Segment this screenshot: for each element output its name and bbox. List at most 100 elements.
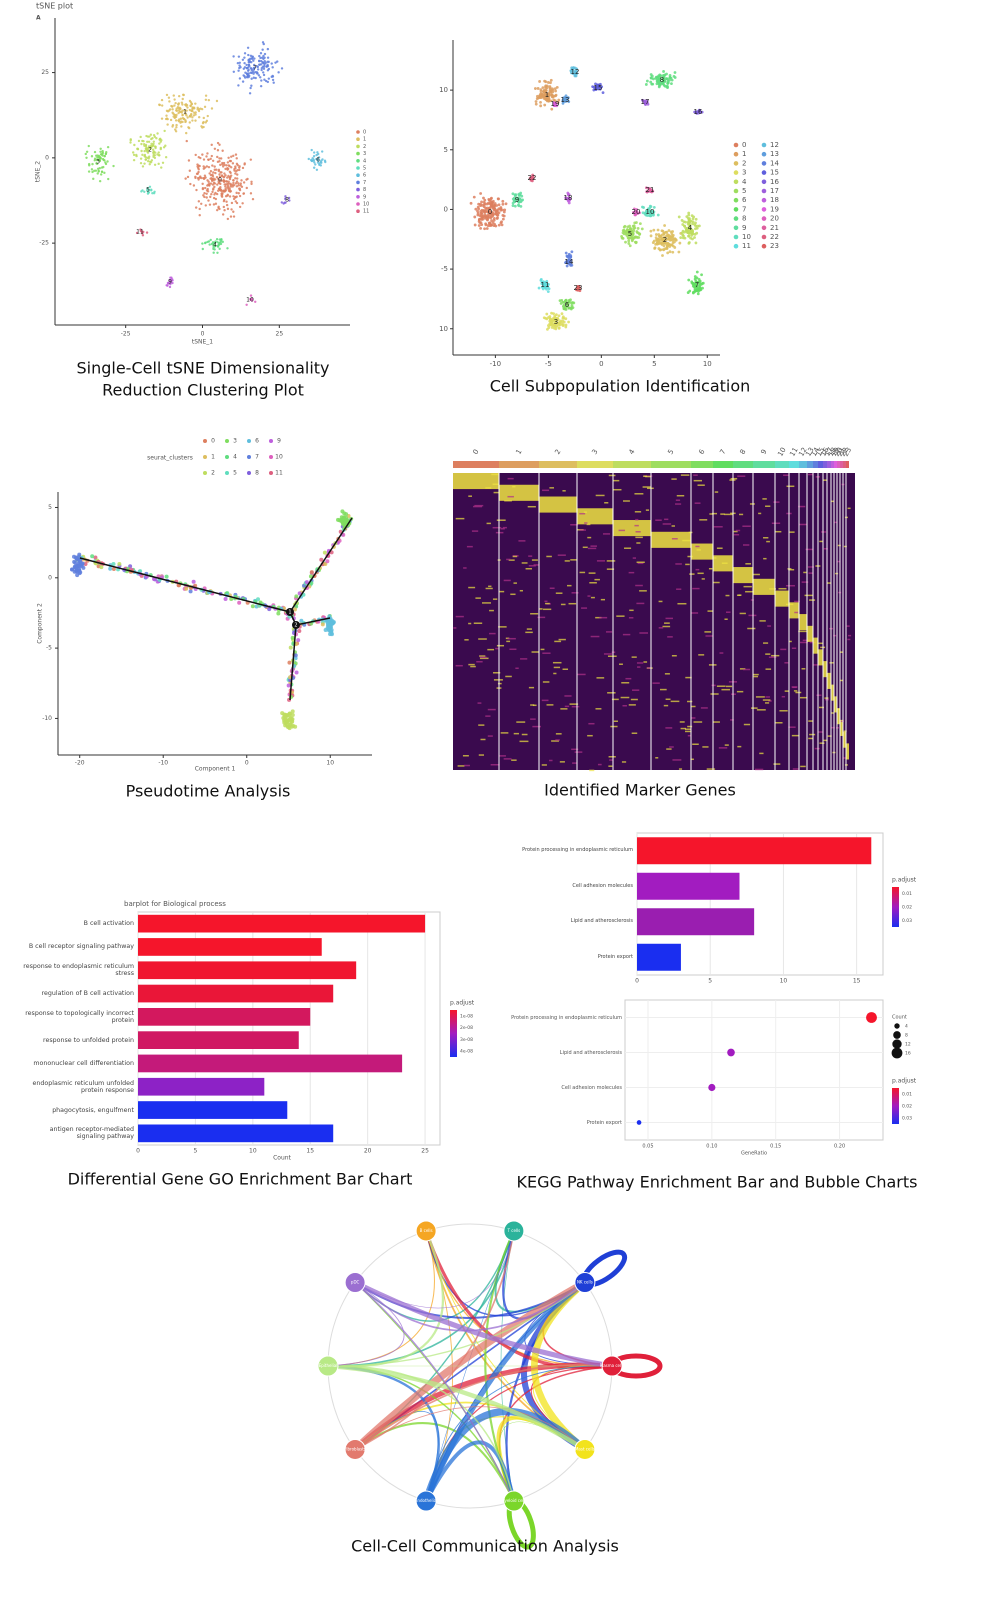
label: 25 xyxy=(421,1148,429,1155)
cell-dot xyxy=(232,162,234,164)
expression-speck xyxy=(565,706,569,708)
cell-dot xyxy=(151,137,153,139)
expression-speck xyxy=(713,557,716,559)
legend-key xyxy=(356,188,360,192)
category-label: mononuclear cell differentiation xyxy=(22,1052,134,1075)
label: 6 xyxy=(316,157,320,164)
cell-dot xyxy=(663,232,666,235)
cluster-bar xyxy=(713,461,733,468)
size-key xyxy=(892,1039,901,1048)
expression-speck xyxy=(665,673,670,675)
cell-dot xyxy=(498,224,501,227)
cell-dot xyxy=(203,196,205,198)
expression-speck xyxy=(599,617,607,619)
cell-dot xyxy=(651,83,654,86)
expression-speck xyxy=(496,532,504,534)
cell-dot xyxy=(267,48,269,50)
cell-dot xyxy=(514,205,517,208)
cell-dot xyxy=(482,210,485,213)
cell-dot xyxy=(267,81,269,83)
cell-dot xyxy=(133,154,135,156)
cell-dot xyxy=(112,165,114,167)
label: 21 xyxy=(770,224,779,232)
caption: Cell-Cell Communication Analysis xyxy=(351,1537,619,1556)
cell-dot xyxy=(496,216,499,219)
label: 6 xyxy=(363,173,366,179)
label: 5 xyxy=(233,470,237,477)
cell-dot xyxy=(190,114,192,116)
expression-speck xyxy=(697,484,704,486)
expression-speck xyxy=(458,765,465,767)
expression-speck xyxy=(542,700,549,702)
cell-dot xyxy=(202,122,204,124)
label: 0 xyxy=(201,331,205,338)
label: 6 xyxy=(697,448,706,456)
expression-speck xyxy=(773,763,780,765)
label-box: Protein processing in endoplasmic reticu… xyxy=(513,833,633,869)
cell-dot xyxy=(138,140,140,142)
expression-speck xyxy=(836,727,839,729)
cell-dot xyxy=(243,56,245,58)
expression-speck xyxy=(511,759,516,761)
expression-speck xyxy=(809,599,815,601)
cell-dot xyxy=(104,161,106,163)
cluster-bar xyxy=(453,461,499,468)
cell-dot xyxy=(100,153,102,155)
expression-speck xyxy=(575,751,583,753)
cell-dot xyxy=(198,116,200,118)
bar xyxy=(637,944,681,971)
label: T cells xyxy=(507,1228,521,1233)
cell-dot xyxy=(256,72,258,74)
cell-dot xyxy=(198,110,200,112)
cell-dot xyxy=(175,119,177,121)
label: 2e-08 xyxy=(460,1025,473,1031)
label-box: response to unfolded protein xyxy=(22,1029,134,1052)
expression-speck xyxy=(652,682,659,684)
expression-speck xyxy=(681,474,689,476)
label: -25 xyxy=(39,240,49,247)
cell-dot xyxy=(216,252,218,254)
cell-dot xyxy=(235,153,237,155)
cell-dot xyxy=(194,119,196,121)
expression-speck xyxy=(553,662,562,664)
cell-dot xyxy=(262,41,264,43)
cell-dot xyxy=(259,76,261,78)
expression-speck xyxy=(753,674,759,676)
cell-dot xyxy=(657,247,660,250)
expression-speck xyxy=(635,519,638,521)
label: 7 xyxy=(363,180,366,186)
cell-dot xyxy=(561,312,564,315)
expression-speck xyxy=(594,579,600,581)
label: 2 xyxy=(663,236,667,244)
cell-dot xyxy=(670,82,673,85)
cell-dot xyxy=(223,200,225,202)
cell-dot xyxy=(215,169,217,171)
expression-speck xyxy=(544,601,547,603)
expression-speck xyxy=(501,528,505,530)
cell-dot xyxy=(220,195,222,197)
cell-dot xyxy=(632,227,635,230)
cell-dot xyxy=(247,47,249,49)
cluster-bar xyxy=(846,461,849,468)
cell-dot xyxy=(229,172,231,174)
cell-dot xyxy=(687,212,690,215)
expression-speck xyxy=(506,641,510,643)
cell-dot xyxy=(502,218,505,221)
cell-dot xyxy=(633,224,636,227)
cell-dot xyxy=(204,187,206,189)
expression-speck xyxy=(522,562,528,564)
label-box: Cell adhesion molecules xyxy=(513,869,633,905)
cell-dot xyxy=(79,561,83,565)
expression-speck xyxy=(514,733,519,735)
legend-key xyxy=(734,198,739,203)
cell-dot xyxy=(93,170,95,172)
cell-dot xyxy=(473,196,476,199)
cell-dot xyxy=(85,153,87,155)
label: 8 xyxy=(660,76,664,84)
cell-dot xyxy=(666,85,669,88)
expression-block xyxy=(799,614,807,630)
expression-speck xyxy=(623,705,627,707)
cell-dot xyxy=(572,302,575,305)
label: tSNE_1 xyxy=(192,339,213,346)
label: 15 xyxy=(306,1148,314,1155)
